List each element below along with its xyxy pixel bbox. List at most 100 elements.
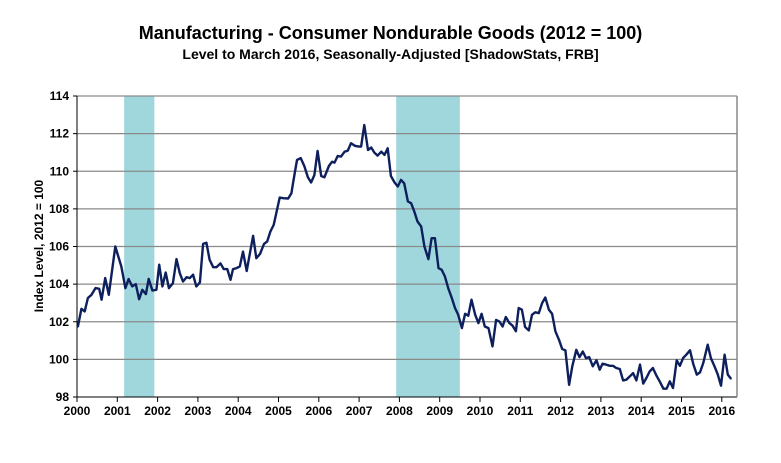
data-point [145,293,147,295]
data-point [202,243,204,245]
data-point [320,175,322,177]
data-point [303,165,305,167]
data-point [632,372,634,374]
data-point [98,288,100,290]
data-point [561,348,563,350]
data-point [679,365,681,367]
data-point [120,265,122,268]
data-point [290,192,292,194]
data-point [595,359,598,361]
data-point [548,309,550,311]
data-point [427,258,430,260]
data-point [239,265,241,268]
data-point [393,181,396,184]
y-tick-label: 106 [49,240,69,254]
data-point [292,182,294,184]
data-point [343,151,346,153]
data-point [175,258,178,260]
data-point [416,220,419,223]
data-point [696,374,698,376]
data-point [390,175,392,177]
data-point [649,370,651,373]
data-point [87,297,89,299]
data-point [615,367,617,369]
data-point [692,363,694,365]
data-point [612,365,614,367]
y-tick-label: 98 [56,390,70,404]
data-point [410,202,412,204]
x-tick-label: 2012 [547,404,574,418]
data-point [470,299,473,301]
x-tick-label: 2005 [265,404,292,418]
data-point [400,179,402,181]
y-tick-label: 100 [49,352,69,366]
y-tick-label: 102 [49,315,69,329]
data-point [141,289,143,291]
x-tick-label: 2015 [668,404,695,418]
data-point [727,374,729,376]
y-tick-label: 108 [49,202,69,216]
data-point [564,349,567,351]
x-tick-label: 2008 [386,404,413,418]
data-point [582,350,584,353]
data-point [629,375,631,377]
data-point [461,327,463,329]
data-point [215,266,218,268]
data-point [524,326,526,328]
data-point [179,272,181,274]
data-point [713,365,716,367]
data-point [592,365,594,367]
data-point [223,268,225,270]
data-point [397,185,399,188]
data-point [699,371,701,373]
data-point [578,356,581,358]
data-point [487,327,490,329]
data-point [189,277,191,279]
x-tick-label: 2003 [185,404,212,418]
data-point [447,287,449,289]
data-point [138,298,140,300]
data-point [259,253,261,255]
data-point [498,320,500,322]
data-point [689,349,691,351]
data-point [544,296,546,299]
x-tick-label: 2016 [708,404,735,418]
x-tick-label: 2004 [225,404,252,418]
data-point [682,357,684,359]
data-point [639,364,641,366]
data-point [645,377,648,379]
y-tick-label: 104 [49,277,69,291]
data-point [609,365,611,367]
data-point [232,268,234,270]
data-point [287,197,289,200]
data-point [662,388,664,390]
data-point [273,224,275,226]
data-point [186,276,188,278]
data-point [467,315,469,317]
data-point [717,374,719,376]
data-point [444,275,446,278]
data-point [665,388,668,390]
data-point [454,307,456,309]
x-tick-label: 2002 [144,404,171,418]
data-point [601,363,604,365]
data-point [367,149,369,151]
data-point [451,297,453,299]
data-point [205,242,207,244]
data-point [363,124,365,126]
data-point [518,307,520,309]
data-point [370,146,372,149]
data-point [242,250,244,253]
y-axis-label: Index Level, 2012 = 100 [32,179,46,312]
data-point [263,243,265,245]
x-tick-label: 2000 [64,404,91,418]
data-point [710,357,712,359]
data-point [724,354,726,356]
data-point [720,385,722,387]
data-point [104,277,106,279]
data-point [229,279,232,281]
data-point [219,262,222,265]
axes: 98 100 102 104 106 108 110 112 114 2000 2001 2002 20… [49,89,738,418]
data-point [655,375,658,377]
data-point [541,302,543,304]
